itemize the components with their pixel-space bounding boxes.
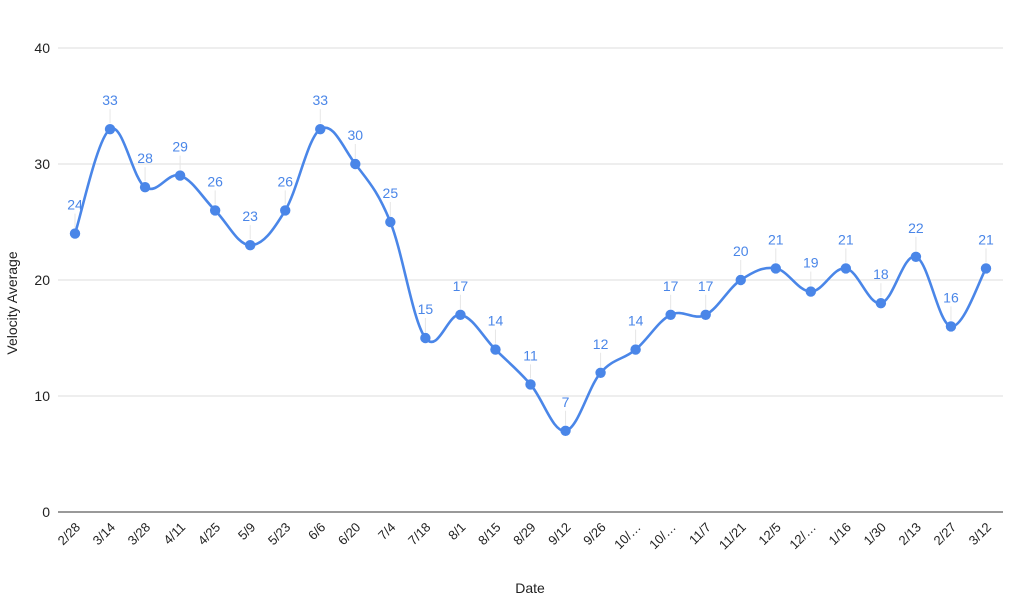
data-label: 25 <box>383 185 399 201</box>
data-point <box>700 309 711 320</box>
gridlines <box>58 47 1003 513</box>
data-point <box>104 124 116 135</box>
data-point <box>139 182 151 193</box>
y-tick-label: 0 <box>42 504 50 520</box>
x-tick-label: 9/12 <box>545 520 574 549</box>
data-label: 7 <box>562 394 570 410</box>
data-label: 17 <box>698 278 714 294</box>
x-tick-label: 5/9 <box>235 520 258 543</box>
x-tick-label: 12/… <box>786 520 819 553</box>
x-tick-label: 6/6 <box>305 520 328 543</box>
x-tick-label: 1/16 <box>825 520 854 549</box>
x-tick-label: 8/15 <box>475 520 504 549</box>
x-tick-label: 7/18 <box>405 520 434 549</box>
x-tick-label: 10/… <box>646 520 679 553</box>
x-tick-label: 8/1 <box>445 520 468 543</box>
data-label: 19 <box>803 255 819 271</box>
data-label: 20 <box>733 243 749 259</box>
x-tick-label: 4/11 <box>160 520 188 548</box>
data-label: 29 <box>172 139 188 155</box>
data-point <box>945 321 957 332</box>
data-label: 23 <box>242 208 258 224</box>
data-point <box>560 425 571 436</box>
y-tick-label: 10 <box>34 388 50 404</box>
x-tick-label: 7/4 <box>375 520 398 543</box>
data-point <box>980 263 992 274</box>
x-tick-label: 3/14 <box>90 520 119 549</box>
data-label: 24 <box>67 197 83 213</box>
data-label: 14 <box>488 313 504 329</box>
data-point <box>455 309 466 320</box>
x-tick-label: 2/13 <box>896 520 925 549</box>
data-point <box>315 124 326 135</box>
data-point <box>910 251 922 262</box>
data-point <box>840 263 852 274</box>
data-point <box>735 274 746 286</box>
data-label: 18 <box>873 266 889 282</box>
data-label: 33 <box>312 92 328 108</box>
data-point <box>420 332 431 344</box>
x-tick-label: 2/27 <box>931 520 960 549</box>
data-point <box>280 205 291 216</box>
data-label: 15 <box>418 301 434 317</box>
data-points <box>69 124 992 436</box>
x-tick-label: 11/7 <box>686 520 714 548</box>
data-point <box>385 216 396 228</box>
y-tick-label: 20 <box>34 272 50 288</box>
x-tick-label: 6/20 <box>335 520 364 549</box>
data-label: 21 <box>838 231 854 247</box>
data-label: 12 <box>593 336 609 352</box>
x-axis-ticks: 2/28 3/14 3/28 4/11 4/25 5/9 5/23 6/6 6/20 7/4 7/1… <box>55 520 995 553</box>
data-label: 17 <box>663 278 679 294</box>
data-point <box>244 240 256 251</box>
data-label: 17 <box>453 278 469 294</box>
x-tick-label: 3/28 <box>125 520 154 549</box>
data-label: 22 <box>908 220 924 236</box>
data-label: 16 <box>943 289 959 305</box>
x-tick-label: 8/29 <box>510 520 539 549</box>
data-label: 28 <box>137 150 153 166</box>
y-tick-label: 30 <box>34 156 50 172</box>
data-point <box>69 228 81 239</box>
data-label: 33 <box>102 92 118 108</box>
data-label: 14 <box>628 313 644 329</box>
x-tick-label: 3/12 <box>966 520 995 549</box>
data-point <box>665 309 676 320</box>
x-tick-label: 9/26 <box>580 520 609 549</box>
data-point <box>350 158 361 170</box>
data-labels: 24 33 28 29 26 23 26 33 30 25 15 17 14 11 7 12 14 17 17 20 2… <box>67 92 994 410</box>
x-tick-label: 5/23 <box>265 520 294 549</box>
data-point <box>875 298 887 309</box>
data-point <box>174 170 186 181</box>
x-tick-label: 11/21 <box>716 520 749 553</box>
data-point <box>630 344 641 355</box>
data-label: 26 <box>277 173 293 189</box>
data-point <box>525 379 536 390</box>
x-tick-label: 10/… <box>611 520 644 553</box>
data-point <box>595 367 606 378</box>
data-point <box>805 286 817 297</box>
data-label: 21 <box>978 231 994 247</box>
data-point <box>770 263 781 274</box>
x-tick-label: 4/25 <box>195 520 224 549</box>
y-axis-ticks: 0 10 20 30 40 <box>34 40 50 520</box>
x-tick-label: 2/28 <box>55 520 84 549</box>
x-tick-label: 1/30 <box>861 520 890 549</box>
data-label: 11 <box>523 347 538 363</box>
data-point <box>209 205 221 216</box>
y-tick-label: 40 <box>34 40 50 56</box>
data-label: 21 <box>768 231 784 247</box>
data-point <box>490 344 501 355</box>
data-label: 30 <box>348 127 364 143</box>
data-label: 26 <box>207 173 223 189</box>
x-tick-label: 12/5 <box>755 520 784 549</box>
y-axis-title: Velocity Average <box>4 251 20 354</box>
x-axis-title: Date <box>515 580 545 596</box>
data-label-leaders <box>74 109 987 425</box>
